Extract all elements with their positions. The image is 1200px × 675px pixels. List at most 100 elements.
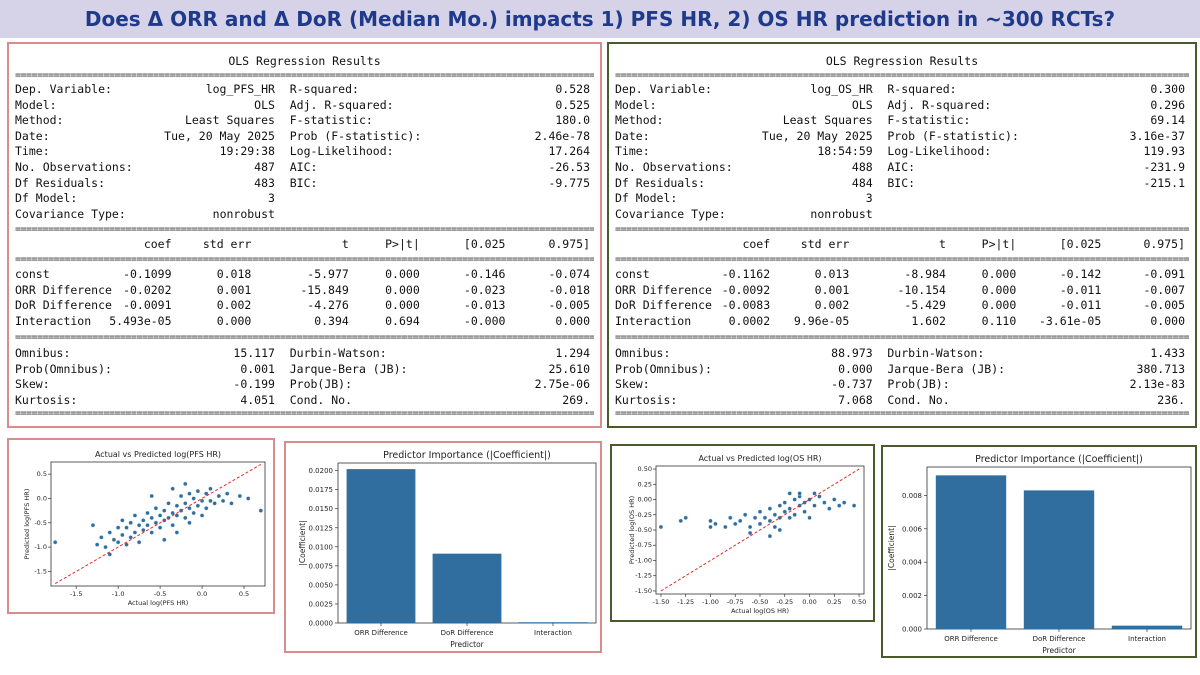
- stat-label: Prob (F-statistic):: [887, 128, 1019, 143]
- stat-label: Adj. R-squared:: [887, 97, 992, 112]
- coef-value: -5.977: [307, 267, 349, 281]
- stat-value: 236.: [1157, 392, 1185, 407]
- stat-label: Kurtosis:: [615, 392, 678, 407]
- stat-value: nonrobust: [212, 206, 275, 221]
- data-point: [107, 530, 112, 535]
- separator-line: ========================================…: [15, 72, 594, 80]
- coef-value: -0.005: [548, 298, 590, 313]
- coef-row-label: ORR Difference: [15, 282, 112, 297]
- stat-value: 269.: [562, 392, 590, 407]
- data-point: [157, 525, 163, 530]
- scatter-chart: Actual vs Predicted log(OS HR) Actual log…: [628, 454, 866, 615]
- data-point: [208, 498, 213, 504]
- coef-value: 0.000: [385, 282, 420, 297]
- stat-value: 488: [851, 160, 873, 174]
- stat-value: -231.9: [1143, 160, 1185, 174]
- data-point: [782, 509, 787, 514]
- data-point: [208, 486, 213, 491]
- slide-title-bar: Does Δ ORR and Δ DoR (Median Mo.) impact…: [0, 0, 1200, 38]
- data-point: [124, 525, 129, 530]
- coef-value: 0.394: [314, 313, 349, 328]
- y-tick-label: 0.50: [638, 465, 652, 473]
- stat-value: 0.001: [240, 361, 275, 376]
- stat-label: Method:: [615, 113, 664, 128]
- data-point: [136, 523, 142, 528]
- data-point: [787, 506, 792, 511]
- data-point: [728, 515, 733, 520]
- data-point: [149, 530, 154, 535]
- bar: [1111, 625, 1183, 629]
- stat-label: Kurtosis:: [15, 392, 78, 407]
- coef-value: -0.142: [1059, 267, 1102, 281]
- data-point: [683, 515, 688, 520]
- data-point: [132, 530, 138, 535]
- stat-label: Prob(Omnibus):: [615, 361, 712, 376]
- stat-label: Df Residuals:: [615, 175, 706, 190]
- data-point: [95, 542, 100, 547]
- bar: [1023, 490, 1095, 629]
- stat-value: 3.16e-37: [1129, 128, 1185, 143]
- stat-label: Covariance Type:: [615, 206, 726, 221]
- stat-value: 4.051: [240, 392, 275, 407]
- stat-value: 0.296: [1150, 97, 1185, 112]
- y-tick-label: 0.25: [638, 480, 652, 488]
- coef-value: 5.493e-05: [109, 313, 172, 328]
- separator-line: ========================================…: [615, 334, 1189, 342]
- coef-value: -0.0202: [123, 282, 172, 297]
- coef-value: -0.007: [1143, 282, 1185, 297]
- data-point: [767, 518, 773, 524]
- stat-value: 1.433: [1150, 346, 1185, 360]
- data-point: [99, 535, 104, 540]
- stat-label: Time:: [615, 144, 650, 159]
- data-point: [713, 521, 718, 527]
- coef-value: -0.011: [1059, 298, 1102, 313]
- coef-value: -15.849: [300, 282, 349, 297]
- data-point: [851, 503, 857, 508]
- x-tick-label: 0.00: [802, 598, 816, 606]
- stat-label: Durbin-Watson:: [887, 346, 985, 360]
- data-point: [174, 530, 180, 535]
- y-axis-label: Predicted log(OS HR): [628, 496, 636, 564]
- coef-value: 0.013: [814, 267, 850, 281]
- stat-value: 3: [865, 191, 873, 206]
- coef-row-label: const: [15, 267, 50, 281]
- stat-value: 2.46e-78: [534, 128, 590, 143]
- data-point: [787, 515, 792, 520]
- stat-label: BIC:: [289, 175, 318, 190]
- data-point: [191, 496, 196, 501]
- stat-value: 0.525: [555, 97, 590, 112]
- coef-value: -4.276: [307, 298, 349, 313]
- separator-line: ========================================…: [615, 226, 1189, 234]
- data-point: [111, 537, 117, 542]
- stat-label: F-statistic:: [289, 113, 373, 128]
- coef-value: 1.602: [911, 313, 946, 328]
- y-tick-label: 0.5: [37, 470, 47, 478]
- data-point: [822, 500, 827, 505]
- data-point: [772, 512, 778, 517]
- stat-value: nonrobust: [810, 206, 873, 221]
- stat-value: Least Squares: [782, 113, 873, 128]
- separator-line: ========================================…: [15, 226, 594, 234]
- coef-value: -0.011: [1059, 282, 1102, 297]
- x-tick-label: 0.50: [852, 598, 866, 606]
- stat-value: -26.53: [548, 160, 590, 174]
- bar: [518, 622, 588, 623]
- data-point: [174, 513, 180, 518]
- stat-label: Df Residuals:: [15, 175, 106, 190]
- separator-line: ========================================…: [15, 410, 594, 418]
- data-point: [708, 518, 713, 524]
- data-point: [767, 533, 773, 539]
- data-point: [183, 515, 188, 521]
- stat-value: 180.0: [555, 113, 590, 128]
- y-tick-label: 0.0000: [309, 620, 334, 628]
- y-tick-label: -0.50: [635, 526, 652, 534]
- stat-value: 7.068: [838, 392, 873, 407]
- coef-value: -0.000: [463, 313, 506, 328]
- stat-label: AIC:: [289, 160, 318, 174]
- y-tick-label: -0.75: [635, 541, 652, 549]
- x-tick-label: Interaction: [1128, 635, 1166, 643]
- x-tick-label: -1.00: [702, 598, 719, 606]
- stat-value: 2.75e-06: [534, 377, 590, 392]
- coef-value: 0.000: [385, 267, 420, 281]
- stat-label: Prob(Omnibus):: [15, 361, 112, 376]
